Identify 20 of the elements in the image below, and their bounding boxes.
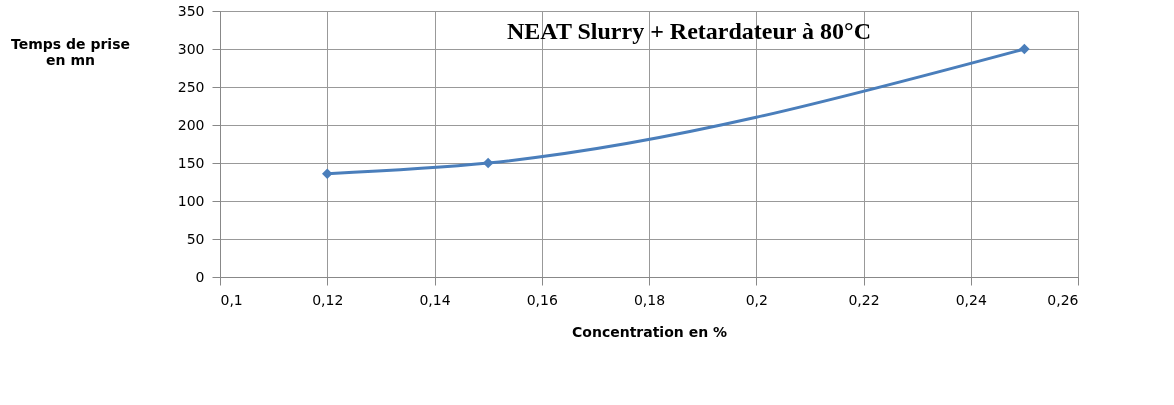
x-tick-label: 0,16 — [526, 291, 558, 308]
x-tick-label: 0,14 — [419, 291, 451, 308]
y-tick-label: 250 — [177, 78, 205, 95]
y-tick-label: 100 — [177, 192, 205, 209]
y-tick-label: 150 — [177, 154, 205, 171]
x-tick-label: 0,1 — [220, 291, 243, 308]
x-tick-label: 0,18 — [633, 291, 666, 308]
x-axis-title: Concentration en % — [572, 323, 727, 340]
x-tick-label: 0,22 — [848, 291, 880, 308]
y-axis-title: Temps de prise en mn — [11, 35, 130, 68]
y-tick-label: 0 — [195, 268, 205, 285]
x-tick-label: 0,24 — [955, 291, 987, 308]
y-tick-label: 50 — [186, 230, 205, 247]
x-tick-label: 0,26 — [1047, 291, 1079, 308]
y-tick-label: 200 — [177, 116, 205, 133]
x-tick-label: 0,12 — [312, 291, 344, 308]
x-tick-label: 0,2 — [745, 291, 768, 308]
y-tick-label: 350 — [177, 2, 205, 19]
chart-title: NEAT Slurry + Retardateur à 80°C — [507, 18, 871, 44]
y-tick-label: 300 — [177, 40, 205, 57]
